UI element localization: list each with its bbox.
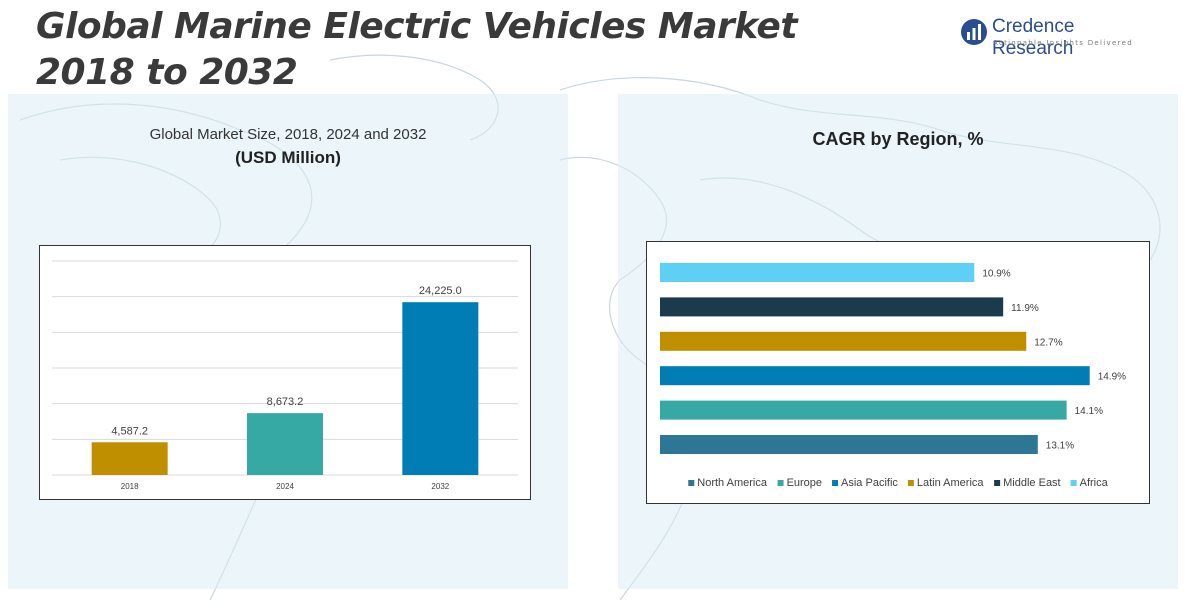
title-line-2: 2018 to 2032 — [36, 52, 298, 93]
bar-2032 — [402, 302, 479, 475]
legend-label: Middle East — [1003, 477, 1060, 489]
bar-value-label: 14.1% — [1075, 406, 1103, 417]
bar-value-label: 24,225.0 — [419, 285, 462, 297]
legend-label: Africa — [1080, 477, 1109, 489]
bar-value-label: 11.9% — [1011, 303, 1039, 314]
bar-latin-america — [660, 331, 1027, 351]
cagr-title: CAGR by Region, % — [812, 129, 984, 149]
bar-2018 — [91, 442, 168, 475]
bar-value-label: 14.9% — [1098, 372, 1126, 383]
bar-value-label: 10.9% — [982, 269, 1010, 280]
legend-label: Asia Pacific — [841, 477, 898, 489]
x-tick-label: 2032 — [431, 482, 449, 491]
market-size-subtitle: Global Market Size, 2018, 2024 and 2032 — [149, 126, 427, 143]
legend-swatch — [1070, 480, 1077, 486]
market-size-unit: (USD Million) — [235, 148, 341, 167]
brand-tagline: Actionable Insights Delivered — [993, 39, 1133, 47]
bar-middle-east — [660, 297, 1004, 317]
page-title: Global Marine Electric Vehicles Market 2… — [36, 4, 798, 96]
legend-label: Latin America — [917, 477, 985, 489]
brand-logo: Credence Research Actionable Insights De… — [960, 14, 1160, 59]
bar-value-label: 12.7% — [1034, 337, 1062, 348]
brand-name: Credence Research — [992, 16, 1075, 59]
brand-chart-icon — [961, 19, 987, 45]
legend-label: North America — [697, 477, 768, 489]
bar-2024 — [247, 413, 323, 475]
bar-asia-pacific — [660, 366, 1090, 386]
x-tick-label: 2018 — [121, 482, 139, 491]
cagr-chart-frame: 10.9% 11.9% 12.7% 14.9% 14.1% 13.1% North Amer… — [646, 241, 1150, 504]
x-tick-label: 2024 — [276, 482, 294, 491]
legend-swatch — [907, 480, 914, 486]
legend-swatch — [994, 480, 1001, 486]
market-size-bar-chart: 4,587.2 2018 8,673.2 2024 24,225.0 2032 — [52, 260, 518, 491]
bar-north-america — [660, 435, 1038, 454]
legend-swatch — [832, 480, 839, 486]
legend-swatch — [777, 480, 784, 486]
bar-value-label: 13.1% — [1046, 441, 1074, 452]
legend-label: Europe — [787, 477, 822, 489]
bar-value-label: 8,673.2 — [267, 396, 304, 408]
bar-africa — [660, 263, 975, 282]
title-line-1: Global Marine Electric Vehicles Market — [36, 6, 798, 47]
bar-value-label: 4,587.2 — [111, 425, 148, 437]
market-size-chart-frame: 4,587.2 2018 8,673.2 2024 24,225.0 2032 — [39, 245, 531, 500]
cagr-horizontal-bar-chart: 10.9% 11.9% 12.7% 14.9% 14.1% 13.1% North Amer… — [660, 263, 1126, 489]
legend-swatch — [688, 480, 695, 486]
bar-europe — [660, 400, 1067, 420]
